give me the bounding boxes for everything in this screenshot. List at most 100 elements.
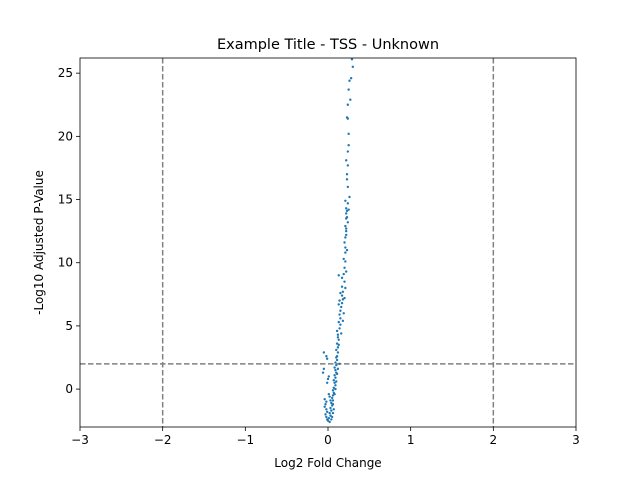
data-point <box>346 202 350 205</box>
y-tick-label: 10 <box>58 256 73 270</box>
data-point <box>343 266 346 269</box>
data-point <box>329 406 332 410</box>
data-point <box>325 418 329 421</box>
data-point <box>332 386 335 390</box>
x-axis-label: Log2 Fold Change <box>274 456 381 470</box>
data-point <box>334 376 337 379</box>
data-point <box>323 405 326 408</box>
data-point <box>344 227 348 230</box>
data-point <box>335 329 339 333</box>
data-point <box>347 143 350 147</box>
data-point <box>340 276 344 280</box>
data-point <box>335 372 339 376</box>
data-point <box>338 313 341 316</box>
data-point <box>323 397 326 401</box>
data-point <box>325 381 329 384</box>
data-point <box>325 408 328 411</box>
data-point <box>325 415 328 419</box>
data-point <box>348 195 351 199</box>
x-tick-label: −2 <box>154 433 172 447</box>
x-tick-label: 0 <box>324 433 332 447</box>
y-tick-label: 0 <box>65 382 73 396</box>
data-point <box>341 298 345 301</box>
data-point <box>343 296 346 300</box>
data-point <box>337 303 340 306</box>
data-point <box>333 366 336 369</box>
threshold-lines <box>80 58 576 427</box>
data-point <box>346 185 350 189</box>
data-point <box>325 400 328 403</box>
data-point <box>339 291 342 295</box>
data-point <box>328 395 331 398</box>
data-point <box>325 355 328 358</box>
data-points <box>321 58 354 424</box>
data-point <box>334 361 337 364</box>
data-point <box>329 399 332 402</box>
data-point <box>344 286 347 290</box>
x-axis-ticks: −3 −2 −1 0 1 2 3 <box>71 427 580 447</box>
data-point <box>331 394 335 397</box>
data-point <box>322 367 326 371</box>
data-point <box>330 415 334 419</box>
data-point <box>347 208 350 211</box>
data-point <box>346 150 350 153</box>
data-point <box>344 224 347 228</box>
y-tick-label: 5 <box>65 319 73 333</box>
data-point <box>341 319 345 323</box>
data-point <box>331 389 335 392</box>
data-point <box>327 416 331 420</box>
data-point <box>344 212 348 215</box>
data-point <box>322 351 326 354</box>
data-point <box>330 418 333 421</box>
data-point <box>344 207 348 210</box>
data-point <box>331 399 335 402</box>
data-point <box>340 305 343 309</box>
data-point <box>344 236 347 239</box>
data-point <box>335 348 338 352</box>
data-point <box>327 392 331 396</box>
data-point <box>351 65 354 69</box>
data-point <box>336 367 340 371</box>
chart-title: Example Title - TSS - Unknown <box>217 37 439 53</box>
data-point <box>344 229 348 233</box>
data-point <box>338 362 341 366</box>
data-point <box>328 420 331 424</box>
data-point <box>342 312 345 315</box>
data-point <box>349 98 352 101</box>
data-point <box>330 401 333 405</box>
data-point <box>344 246 347 249</box>
data-point <box>340 332 343 335</box>
data-point <box>346 117 350 120</box>
data-point <box>345 173 349 176</box>
data-point <box>321 371 325 374</box>
data-point <box>346 103 350 106</box>
data-point <box>345 209 349 213</box>
data-point <box>342 272 345 276</box>
data-point <box>326 377 330 381</box>
data-point <box>335 358 339 362</box>
y-tick-label: 15 <box>58 193 73 207</box>
data-point <box>343 280 346 283</box>
data-point <box>338 327 341 330</box>
data-point <box>335 380 338 383</box>
data-point <box>341 290 345 293</box>
data-point <box>345 248 349 252</box>
data-point <box>336 336 340 339</box>
x-tick-label: 1 <box>407 433 415 447</box>
data-point <box>344 233 348 237</box>
data-point <box>344 159 348 162</box>
data-point <box>346 164 350 167</box>
data-point <box>337 320 340 324</box>
data-point <box>334 384 337 387</box>
data-point <box>328 411 331 415</box>
data-point <box>334 368 337 372</box>
data-point <box>337 274 340 277</box>
data-point <box>336 346 340 349</box>
data-point <box>344 251 347 254</box>
data-point <box>339 323 342 326</box>
data-point <box>342 257 345 261</box>
data-point <box>331 403 335 406</box>
data-point <box>338 299 341 302</box>
data-point <box>330 409 333 412</box>
